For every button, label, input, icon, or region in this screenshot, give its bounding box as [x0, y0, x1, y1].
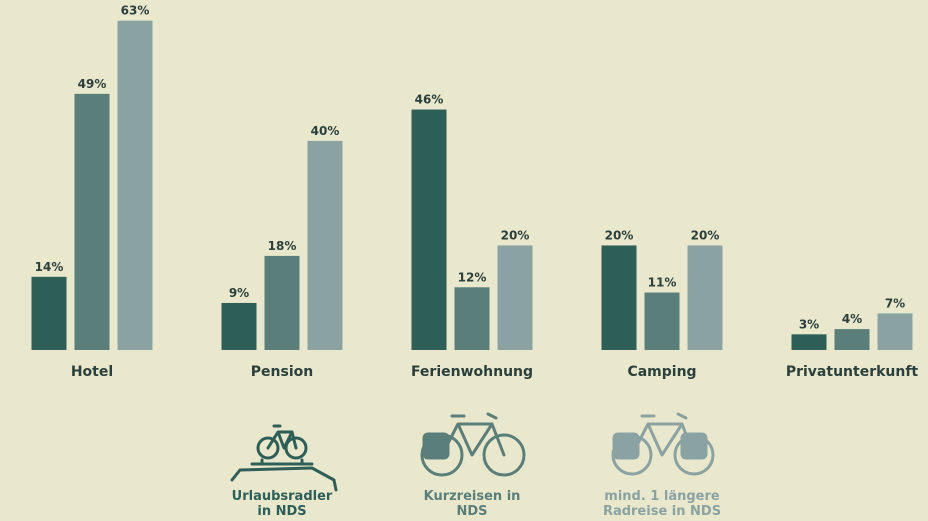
value-label: 49%: [78, 77, 107, 91]
bar: [221, 302, 257, 350]
bar: [791, 334, 827, 350]
x-tick-label: Camping: [627, 364, 696, 380]
x-tick-label: Ferienwohnung: [411, 364, 533, 380]
bar: [264, 255, 300, 350]
bar: [74, 93, 110, 350]
bar: [307, 140, 343, 350]
legend-icon: [230, 424, 338, 492]
bar: [497, 245, 533, 350]
bar: [31, 276, 67, 350]
value-label: 12%: [458, 270, 487, 284]
legend-icon: [420, 412, 526, 477]
value-label: 3%: [799, 317, 819, 331]
bar: [834, 329, 870, 350]
value-label: 20%: [691, 228, 720, 242]
legend-label: Kurzreisen in NDS: [423, 489, 521, 519]
wheel: [284, 436, 308, 460]
value-label: 11%: [648, 276, 677, 290]
frame: [440, 412, 506, 457]
bar: [644, 292, 680, 350]
wheel: [482, 433, 526, 477]
value-label: 63%: [121, 4, 150, 18]
bar: [601, 245, 637, 350]
bag: [422, 432, 450, 460]
value-label: 20%: [501, 228, 530, 242]
legend-label: Urlaubsradler in NDS: [231, 489, 333, 519]
value-label: 4%: [842, 312, 862, 326]
value-label: 40%: [311, 124, 340, 138]
bar: [877, 313, 913, 350]
legend-label: mind. 1 längere Radreise in NDS: [602, 489, 722, 519]
bag: [612, 432, 640, 460]
bar: [454, 287, 490, 350]
value-label: 20%: [605, 228, 634, 242]
bar: [411, 109, 447, 350]
x-tick-label: Privatunterkunft: [786, 364, 919, 380]
frame: [630, 412, 696, 457]
wheel: [256, 436, 280, 460]
x-tick-label: Pension: [251, 364, 313, 380]
value-label: 9%: [229, 286, 249, 300]
value-label: 7%: [885, 296, 905, 310]
bar: [687, 245, 723, 350]
value-label: 18%: [268, 239, 297, 253]
bag: [680, 432, 708, 460]
legend-icon: [611, 412, 715, 476]
frame: [266, 424, 298, 450]
value-label: 46%: [415, 93, 444, 107]
x-tick-label: Hotel: [71, 364, 113, 380]
value-label: 14%: [35, 260, 64, 274]
bar: [117, 20, 153, 350]
car: [230, 458, 338, 492]
